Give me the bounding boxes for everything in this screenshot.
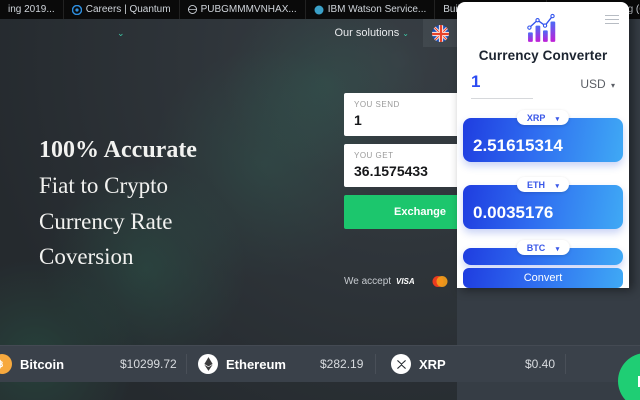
- svg-text:VISA: VISA: [396, 277, 415, 286]
- svg-text:฿: ฿: [0, 359, 4, 369]
